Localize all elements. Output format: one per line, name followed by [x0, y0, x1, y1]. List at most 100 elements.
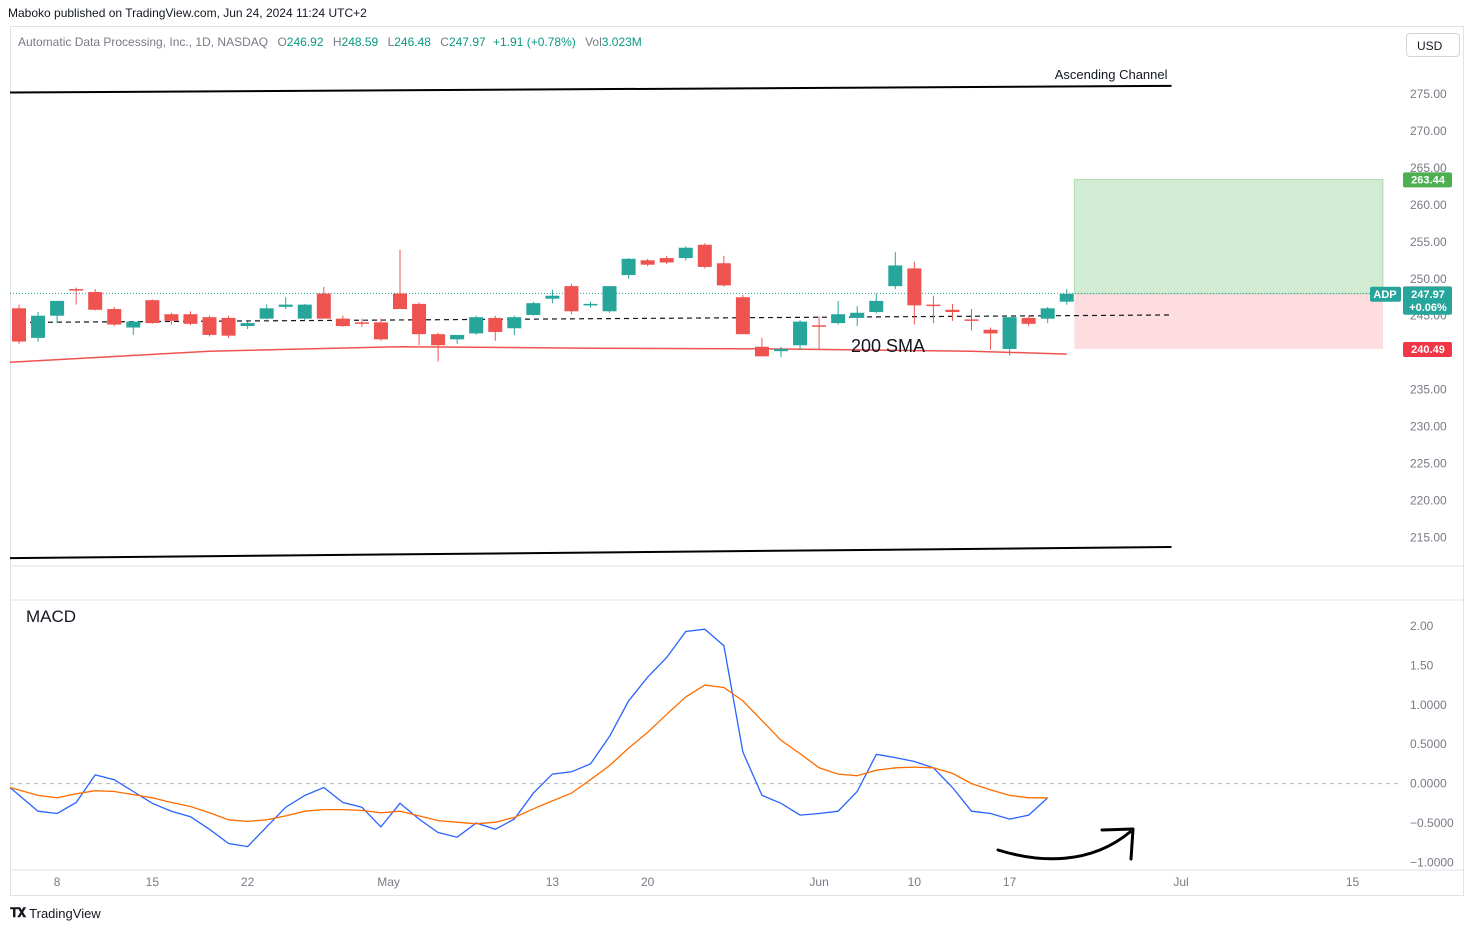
time-axis-tick: Jun	[809, 875, 828, 889]
low-label: L	[387, 35, 395, 49]
macd-line	[9, 628, 1049, 848]
ticker-tag	[1370, 286, 1401, 302]
candle-body	[316, 293, 331, 319]
candle-body	[926, 304, 941, 307]
candle-body	[297, 304, 312, 319]
candle-body	[412, 303, 427, 335]
close-label: C	[440, 35, 449, 49]
channel-lower-line	[9, 546, 1172, 560]
price-tag-value: 240.49	[1411, 344, 1445, 356]
candle-body	[545, 295, 560, 299]
macd-axis-tick: −1.0000	[1410, 855, 1454, 869]
price-axis-tick: 225.00	[1410, 457, 1447, 471]
candle-body	[754, 346, 769, 357]
candle-body	[335, 318, 350, 327]
candle-body	[1059, 293, 1074, 302]
candle-body	[507, 317, 522, 329]
change-value: +1.91 (+0.78%)	[493, 35, 576, 49]
candle-body	[126, 321, 141, 328]
candle-body	[735, 297, 750, 335]
ticker-tag-label: ADP	[1373, 289, 1396, 301]
currency-button[interactable]: USD	[1406, 33, 1460, 57]
time-axis-tick: 10	[908, 875, 922, 889]
candle-body	[164, 314, 179, 321]
candle-body	[812, 325, 827, 327]
price-axis-tick: 255.00	[1410, 235, 1447, 249]
macd-axis-tick: 2.00	[1410, 619, 1434, 633]
macd-axis-tick: 0.0000	[1410, 777, 1447, 791]
price-tag-change: +0.06%	[1409, 302, 1447, 314]
time-axis-tick: 13	[546, 875, 560, 889]
candle-body	[278, 304, 293, 307]
candle-body	[697, 244, 712, 267]
close-value: 247.97	[448, 35, 486, 49]
time-axis-tick: 15	[146, 875, 160, 889]
price-axis-tick: 275.00	[1410, 87, 1447, 101]
channel-upper-line	[9, 84, 1172, 94]
candle-body	[469, 317, 484, 334]
candle-body	[774, 348, 788, 352]
candle-body	[240, 323, 255, 327]
time-axis-tick: Jul	[1173, 875, 1188, 889]
brand-label: TradingView	[29, 905, 101, 921]
price-axis-tick: 235.00	[1410, 383, 1447, 397]
price-axis-tick: 270.00	[1410, 124, 1447, 138]
price-tag	[1403, 286, 1452, 315]
price-axis-tick: 220.00	[1410, 493, 1447, 507]
candle-body	[945, 309, 960, 313]
low-value: 246.48	[394, 35, 431, 49]
candle-body	[107, 309, 122, 325]
price-tag-value: 263.44	[1411, 174, 1446, 186]
macd-axis-tick: 1.50	[1410, 658, 1434, 672]
candle-body	[850, 312, 865, 318]
candle-body	[393, 293, 407, 310]
time-axis-tick: 15	[1346, 875, 1360, 889]
time-axis-tick: 8	[54, 875, 61, 889]
candle-body	[31, 315, 46, 338]
candle-body	[259, 308, 274, 319]
macd-axis-tick: 1.0000	[1410, 698, 1447, 712]
candle-body	[69, 289, 84, 291]
candle-body	[907, 268, 922, 306]
candle-body	[583, 303, 598, 306]
candle-body	[983, 329, 998, 334]
loss-zone	[1074, 293, 1383, 350]
candle-body	[526, 303, 541, 315]
candle-body	[564, 286, 579, 312]
channel-label: Ascending Channel	[1055, 67, 1168, 82]
symbol-name: Automatic Data Processing, Inc., 1D, NAS…	[18, 35, 269, 49]
signal-line	[9, 684, 1048, 825]
hand-drawn-arrow	[996, 830, 1132, 861]
candle-body	[12, 308, 26, 342]
candle-body	[431, 334, 446, 346]
price-tag	[1403, 342, 1452, 358]
candle-body	[1040, 308, 1055, 319]
price-axis-tick: 250.00	[1410, 272, 1447, 286]
candle-body	[488, 317, 503, 332]
volume-value: 3.023M	[601, 35, 642, 49]
chart-frame	[10, 26, 1464, 896]
candle-body	[183, 314, 198, 324]
candle-body	[602, 286, 617, 312]
price-tag	[1403, 172, 1452, 188]
time-axis-tick: May	[377, 875, 400, 889]
candle-body	[202, 317, 217, 335]
time-axis-tick: 22	[241, 875, 255, 889]
candle-body	[50, 300, 65, 316]
candle-body	[793, 321, 808, 346]
candle-body	[1002, 317, 1017, 349]
price-axis-tick: 230.00	[1410, 420, 1447, 434]
candle-body	[831, 314, 846, 324]
volume-label: Vol	[585, 35, 602, 49]
candle-body	[450, 334, 465, 340]
macd-title: MACD	[26, 607, 76, 626]
tradingview-brand: 𝐓𝐗 TradingView	[10, 905, 101, 921]
candle-body	[659, 258, 674, 263]
open-label: O	[277, 35, 287, 49]
high-label: H	[332, 35, 342, 49]
open-value: 246.92	[286, 35, 324, 49]
candle-body	[354, 322, 369, 324]
symbol-legend: Automatic Data Processing, Inc., 1D, NAS…	[18, 35, 642, 49]
candle-body	[373, 322, 388, 340]
